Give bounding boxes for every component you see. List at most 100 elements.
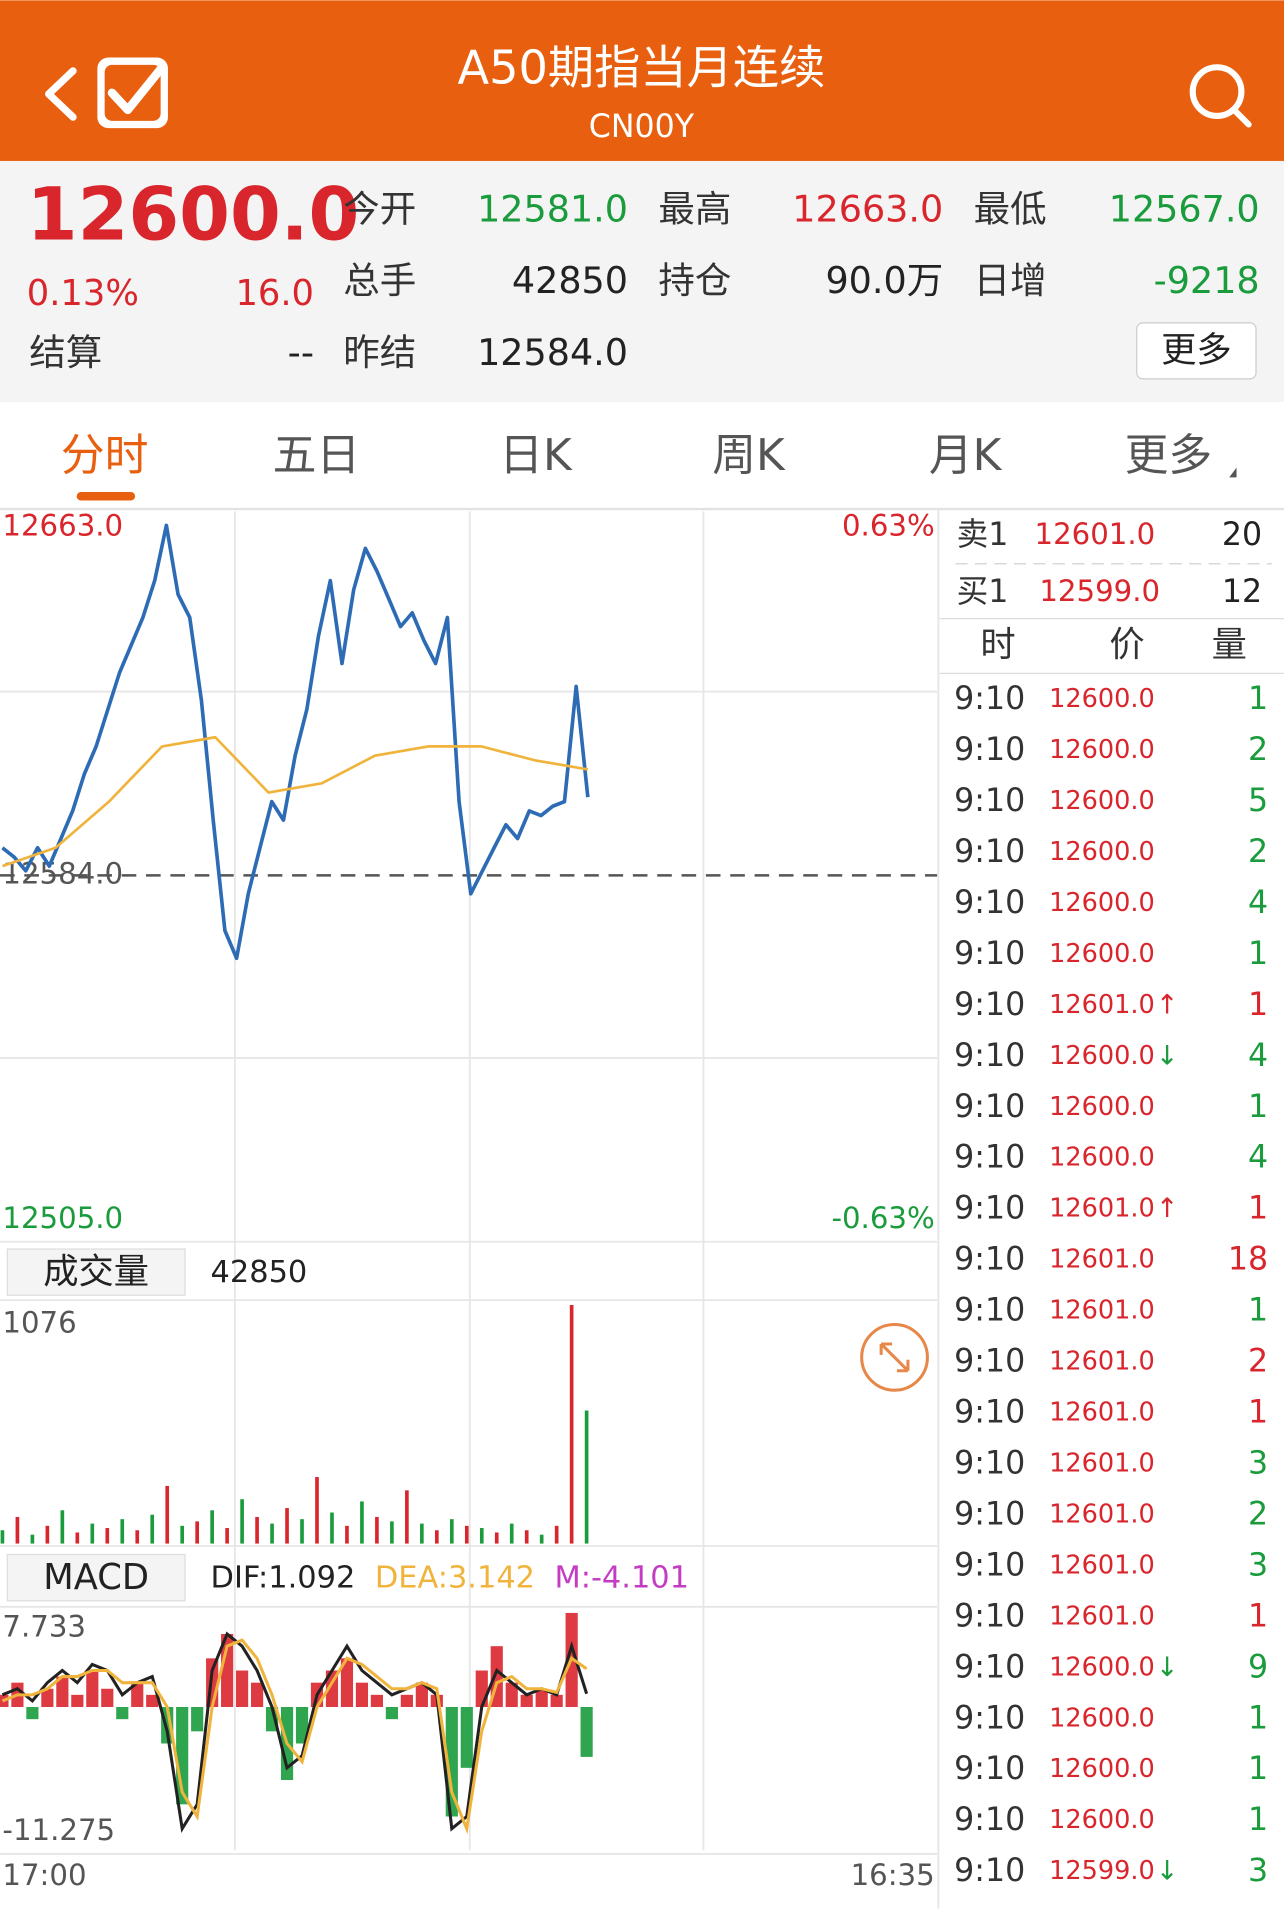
macd-bar — [385, 1707, 398, 1720]
trade-qty: 3 — [1248, 1853, 1268, 1889]
volume-bar — [150, 1514, 155, 1544]
field-value: -- — [288, 331, 314, 374]
macd-bar — [101, 1688, 114, 1708]
trade-price: 12600.0 — [1049, 1754, 1155, 1784]
trade-qty: 4 — [1248, 885, 1268, 921]
expand-button[interactable] — [860, 1322, 929, 1392]
volume-bar — [360, 1501, 364, 1544]
volume-bar — [449, 1519, 454, 1544]
trade-price: 12601.0 — [1049, 1245, 1155, 1275]
trade-time: 9:10 — [954, 1649, 1025, 1685]
trade-time: 9:10 — [954, 834, 1025, 870]
macd-bar — [236, 1670, 249, 1708]
trade-qty: 2 — [1248, 1496, 1268, 1532]
trade-price: 12600.0 — [1049, 1041, 1155, 1071]
trade-time: 9:10 — [954, 1293, 1025, 1329]
indicator-tab[interactable] — [6, 1553, 186, 1602]
macd-bar — [520, 1694, 533, 1708]
trade-price: 12600.0 — [1049, 786, 1155, 816]
trade-qty: 9 — [1248, 1649, 1268, 1685]
macd-bar — [535, 1688, 548, 1708]
trade-time: 9:10 — [954, 1446, 1025, 1482]
volume-bar — [75, 1532, 80, 1544]
tab[interactable]: 周K — [712, 430, 786, 481]
panel-title: MACD — [43, 1557, 149, 1598]
trade-price: 12600.0 — [1049, 1805, 1155, 1835]
indicator-value: DIF:1.092 — [211, 1560, 356, 1595]
macd-bar — [86, 1670, 99, 1708]
macd-bar — [415, 1682, 428, 1708]
y2-tick-label: -0.63% — [831, 1201, 934, 1235]
volume-bar — [15, 1516, 20, 1544]
tab[interactable]: 日K — [499, 430, 573, 481]
trade-time: 9:10 — [954, 1802, 1025, 1838]
field-value: -9218 — [1154, 259, 1260, 302]
volume-bar — [479, 1528, 484, 1544]
field-value: 12663.0 — [792, 187, 943, 230]
subtitle: CN00Y — [589, 109, 695, 145]
trade-time: 9:10 — [954, 1140, 1025, 1176]
tab[interactable]: 更多 — [1125, 430, 1213, 481]
y-tick-label: 12505.0 — [2, 1201, 123, 1235]
title: A50期指当月连续 — [457, 40, 825, 94]
volume-bar — [420, 1523, 424, 1544]
volume-bar — [524, 1530, 529, 1544]
field-value: 42850 — [512, 259, 628, 302]
macd-bar — [370, 1694, 383, 1708]
trade-qty: 2 — [1248, 834, 1268, 870]
volume-bar — [330, 1512, 334, 1544]
trade-price: 12601.0 — [1049, 1194, 1155, 1224]
grid — [0, 509, 940, 1909]
dropdown-caret — [1229, 467, 1237, 478]
indicator-value: M:-4.101 — [554, 1560, 689, 1595]
trade-qty: 1 — [1248, 987, 1268, 1023]
book-price: 12601.0 — [1035, 517, 1156, 551]
more-button[interactable] — [1136, 322, 1257, 380]
volume-bar — [435, 1530, 439, 1544]
book-side: 卖1 — [957, 517, 1009, 553]
more-button-label[interactable]: 更多 — [1161, 330, 1232, 371]
watch-toggle[interactable] — [97, 57, 168, 129]
trade-qty: 3 — [1248, 1547, 1268, 1583]
trade-time: 9:10 — [954, 1242, 1025, 1278]
macd-line — [1, 1631, 589, 1834]
trade-qty: 1 — [1248, 1598, 1268, 1634]
tab[interactable]: 分时 — [61, 430, 149, 481]
macd-bar — [580, 1707, 593, 1757]
trade-qty: 1 — [1248, 1700, 1268, 1736]
field-value: 12584.0 — [477, 331, 628, 374]
panel-title: 成交量 — [43, 1251, 149, 1292]
volume-bar — [375, 1516, 379, 1544]
tab[interactable]: 五日 — [273, 430, 361, 481]
trade-qty: 18 — [1228, 1242, 1268, 1278]
quote-panel — [0, 160, 1284, 402]
macd-bar — [146, 1694, 159, 1708]
last-price: 12600.0 — [27, 172, 360, 257]
back-button[interactable] — [45, 67, 77, 121]
trade-time: 9:10 — [954, 681, 1025, 717]
volume-bar — [270, 1523, 274, 1544]
volume-bar — [554, 1525, 559, 1544]
field-label: 今开 — [343, 187, 416, 230]
field-label: 最高 — [658, 187, 731, 230]
trade-qty: 1 — [1248, 1089, 1268, 1125]
trade-price: 12600.0 — [1049, 888, 1155, 918]
tab-indicator — [76, 492, 136, 501]
macd-bar — [250, 1682, 264, 1708]
volume-bar — [300, 1519, 304, 1544]
trade-price: 12600.0 — [1049, 1703, 1155, 1733]
book-price: 12599.0 — [1039, 574, 1160, 608]
x-tick-label: 16:35 — [851, 1858, 935, 1892]
field-label: 总手 — [343, 259, 416, 302]
trade-qty: 1 — [1248, 936, 1268, 972]
search-button[interactable] — [1189, 64, 1252, 128]
trade-price: 12600.0 — [1049, 1652, 1155, 1682]
volume-bar — [494, 1532, 499, 1544]
volume-bar — [195, 1521, 199, 1544]
volume-bar — [390, 1521, 394, 1544]
tab[interactable]: 月K — [929, 430, 1003, 481]
volume-tab[interactable] — [6, 1248, 186, 1296]
volume-bar — [210, 1510, 214, 1544]
field-label: 结算 — [29, 331, 102, 374]
